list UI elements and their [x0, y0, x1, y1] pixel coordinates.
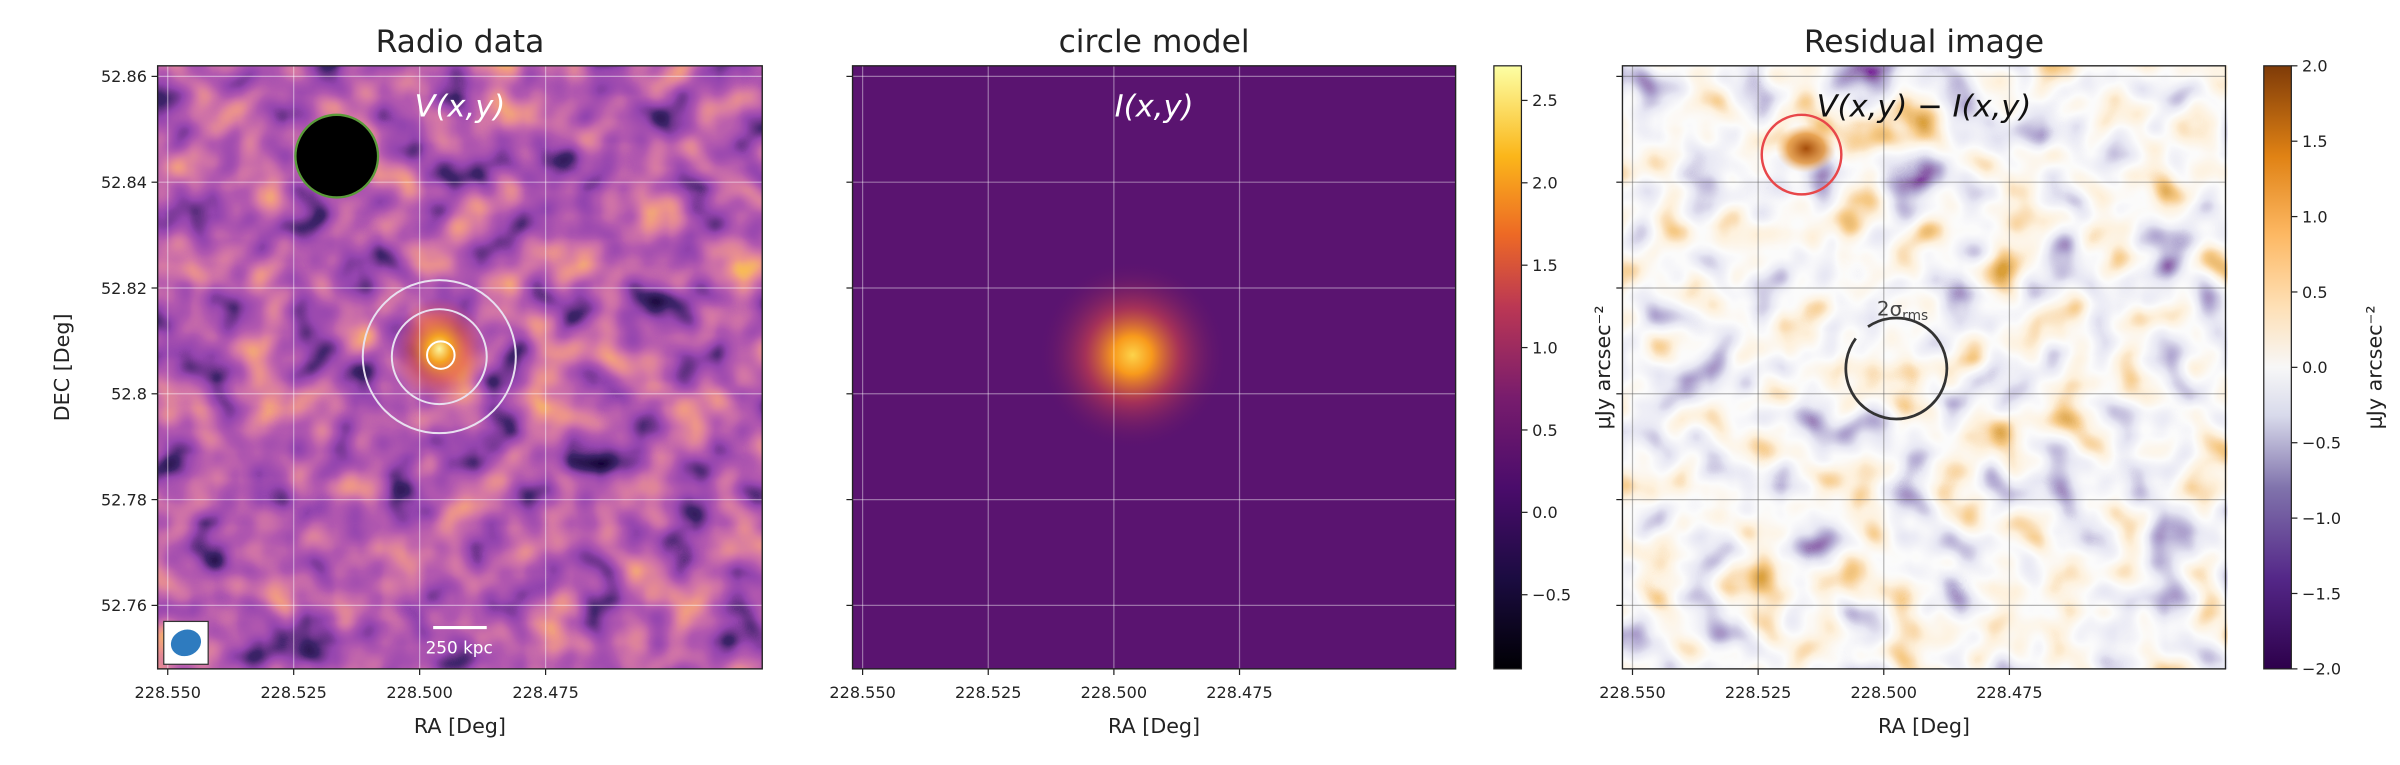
colorbar-tick-label: −1.0 — [2302, 509, 2341, 528]
plot-frame — [851, 65, 1457, 670]
contour — [361, 279, 517, 435]
annotation: V(x,y) − I(x,y) — [1817, 89, 2032, 124]
chart-title: Residual image — [1804, 24, 2044, 60]
overlay-layer: 250 kpc 2σrms — [163, 113, 1949, 665]
chart-title: circle model — [1059, 24, 1250, 60]
colorbar-tick-label: 2.0 — [1532, 174, 1558, 193]
x-tick-label: 228.475 — [1976, 683, 2042, 702]
rms-contour — [1844, 316, 1949, 421]
colorbar-label: μJy arcsec⁻² — [2363, 305, 2387, 429]
y-axis-label: DEC [Deg] — [50, 313, 74, 421]
x-axis-label: RA [Deg] — [1108, 714, 1200, 738]
y-tick-label: 52.76 — [101, 596, 147, 615]
colorbar-tick-label: −0.5 — [1532, 586, 1571, 605]
colorbar-tick-label: 1.0 — [2302, 207, 2328, 226]
masked-source — [294, 113, 380, 199]
x-tick-label: 228.550 — [135, 683, 201, 702]
contour-label-main: 2σ — [1877, 297, 1903, 320]
colorbar-tick-label: −2.0 — [2302, 660, 2341, 679]
y-tick-label: 52.78 — [101, 490, 147, 509]
image-layer — [157, 65, 2226, 669]
colorbar-tick-label: 1.5 — [1532, 256, 1558, 275]
colorbar-tick-label: −0.5 — [2302, 434, 2341, 453]
x-tick-label: 228.500 — [386, 683, 452, 702]
colorbar-tick-label: −1.5 — [2302, 584, 2341, 603]
y-tick-label: 52.84 — [101, 173, 147, 192]
x-axis-label: RA [Deg] — [1878, 714, 1970, 738]
x-axis-label: RA [Deg] — [414, 714, 506, 738]
colorbar-tick-label: 1.0 — [1532, 338, 1558, 357]
plot-frame — [1621, 65, 2227, 670]
colorbar-tick-label: 0.0 — [2302, 358, 2328, 377]
annotation: I(x,y) — [1115, 89, 1194, 124]
colorbar-tick-label: 0.5 — [2302, 283, 2328, 302]
contour — [426, 340, 456, 370]
radio-source — [393, 296, 486, 402]
chart-title: Radio data — [376, 24, 545, 60]
colorbar-tick-label: 0.5 — [1532, 421, 1558, 440]
residual-blob — [1775, 123, 1837, 173]
grid-layer — [157, 65, 2226, 669]
y-tick-label: 52.86 — [101, 67, 147, 86]
contour-label: 2σrms — [1877, 297, 1928, 324]
x-tick-label: 228.475 — [512, 683, 578, 702]
x-tick-label: 228.525 — [955, 683, 1021, 702]
contour — [1760, 113, 1843, 196]
colorbar-label: μJy arcsec⁻² — [1591, 305, 1615, 429]
axes-layer: Radio data V(x,y) RA [Deg] DEC [Deg] 228.550… — [50, 24, 2387, 738]
plot-frame — [156, 65, 763, 670]
colorbar — [2263, 65, 2292, 670]
x-tick-label: 228.500 — [1081, 683, 1147, 702]
colorbar-tick-label: 2.0 — [2302, 57, 2328, 76]
x-tick-label: 228.525 — [1725, 683, 1791, 702]
contour-label-sub: rms — [1902, 308, 1928, 324]
annotation: V(x,y) — [415, 89, 506, 124]
y-tick-label: 52.8 — [111, 385, 147, 404]
residual-image — [1622, 65, 2226, 669]
contour — [390, 308, 488, 406]
colorbar-tick-label: 1.5 — [2302, 132, 2328, 151]
x-tick-label: 228.475 — [1206, 683, 1272, 702]
colorbar-tick-label: 2.5 — [1532, 91, 1558, 110]
colorbar-tick-label: 0.0 — [1532, 503, 1558, 522]
x-tick-label: 228.525 — [260, 683, 326, 702]
beam — [170, 629, 202, 657]
x-tick-label: 228.550 — [1599, 683, 1665, 702]
y-tick-label: 52.82 — [101, 279, 147, 298]
model-source — [1037, 260, 1228, 450]
colorbar — [1493, 65, 1523, 670]
scale-bar-label: 250 kpc — [426, 638, 493, 658]
x-tick-label: 228.550 — [829, 683, 895, 702]
x-tick-label: 228.500 — [1851, 683, 1917, 702]
